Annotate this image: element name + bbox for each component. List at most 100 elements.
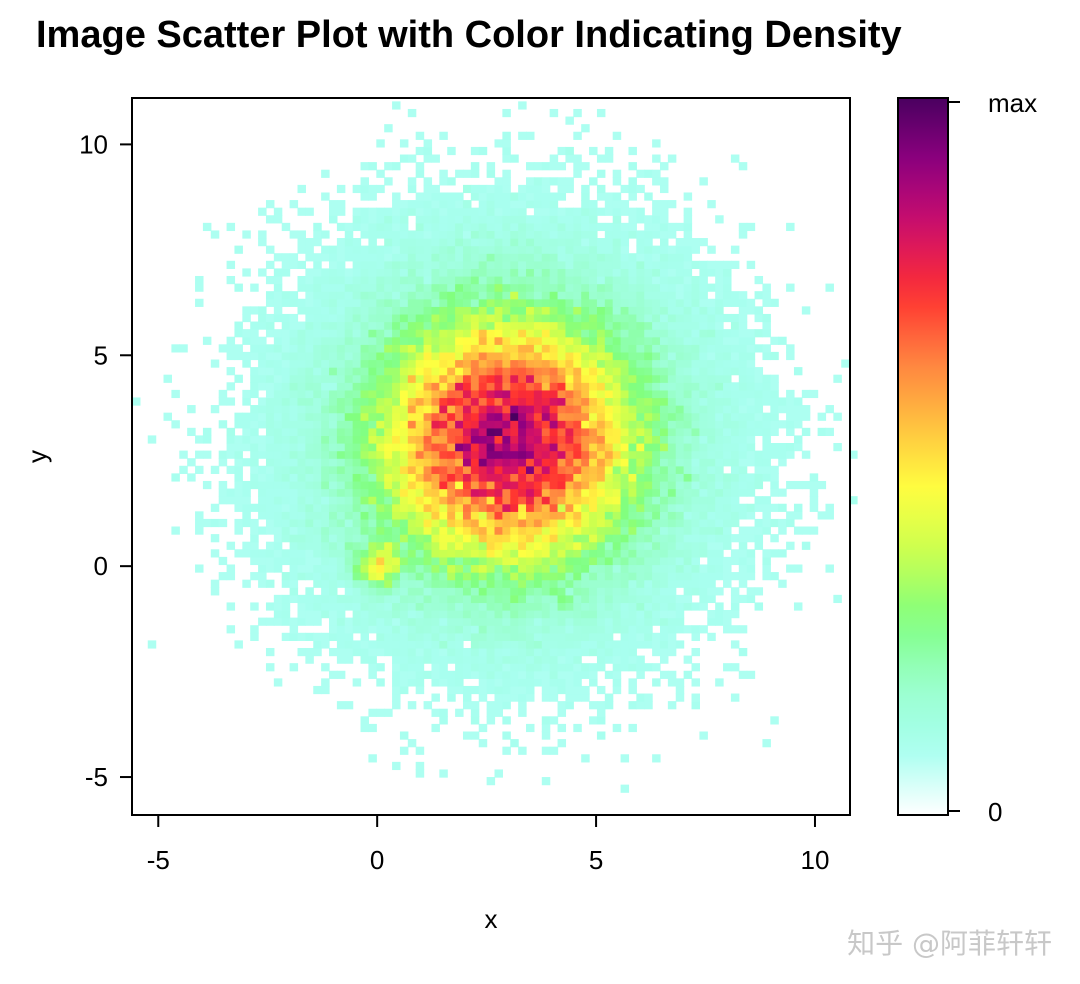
density-cell [234,503,243,512]
density-cell [360,268,370,277]
density-cell [258,359,267,368]
density-cell [329,313,338,323]
density-cell [533,260,543,269]
density-cell [699,298,708,307]
density-cell [573,610,582,619]
density-cell [368,602,377,611]
density-cell [518,480,527,490]
density-cell [691,693,700,702]
density-cell [336,564,346,573]
density-cell [431,549,440,558]
density-cell [502,397,511,406]
density-cell [557,503,567,512]
density-cell [352,556,362,566]
density-cell [667,488,677,497]
density-cell [612,192,622,201]
density-cell [305,458,314,467]
density-cell [407,594,417,604]
density-cell [470,473,480,482]
density-cell [730,397,740,406]
density-cell [415,215,425,224]
density-cell [462,503,472,512]
density-cell [533,268,543,277]
density-cell [431,443,440,452]
density-cell [549,450,559,459]
density-cell [486,291,496,300]
density-cell [541,344,551,353]
density-cell [226,541,236,550]
density-cell [478,344,488,353]
density-cell [431,412,440,421]
density-cell [210,587,220,596]
density-cell [628,685,637,695]
density-cell [628,283,637,292]
density-cell [368,283,377,292]
density-cell [494,526,503,535]
density-cell [478,215,488,224]
density-cell [423,518,433,528]
density-cell [305,594,314,604]
density-cell [786,564,795,573]
density-cell [518,215,527,224]
density-cell [352,496,362,505]
density-cell [502,238,511,247]
density-cell [581,534,590,543]
density-cell [407,617,417,626]
density-cell [305,480,314,490]
density-cell [738,397,748,406]
density-cell [518,427,527,437]
y-axis-title: y [22,450,52,463]
density-cell [399,579,409,588]
density-cell [407,260,417,269]
density-cell [589,253,598,262]
density-cell [502,298,511,307]
density-cell [581,587,590,596]
density-cell [171,420,180,429]
density-cell [384,465,393,474]
density-cell [226,336,236,345]
density-cell [770,298,779,307]
density-cell [431,154,440,163]
density-cell [533,207,543,216]
density-cell [636,313,645,323]
density-cell [368,245,377,254]
density-cell [470,564,480,573]
density-cell [738,329,748,338]
density-cell [494,465,503,474]
density-cell [360,359,370,368]
density-cell [313,647,322,657]
density-cell [565,518,574,528]
density-cell [581,670,590,679]
density-cell [281,632,291,641]
density-cell [510,405,519,414]
density-cell [604,511,614,520]
density-cell [305,602,314,611]
density-cell [581,511,590,520]
density-cell [730,625,740,634]
density-cell [368,162,377,171]
density-cell [447,693,456,702]
density-cell [494,344,503,353]
density-cell [360,503,370,512]
density-cell [344,374,354,383]
density-cell [305,435,314,444]
density-cell [581,222,590,232]
density-cell [573,291,582,300]
density-cell [439,549,448,558]
density-cell [541,655,551,664]
density-cell [384,313,393,323]
density-cell [659,412,669,421]
colorbar: max 0 [897,88,1037,827]
density-cell [423,473,433,482]
density-cell [762,443,771,452]
density-cell [502,625,511,634]
density-cell [486,685,496,695]
density-cell [612,572,622,581]
density-cell [541,670,551,679]
density-cell [462,450,472,459]
density-cell [415,245,425,254]
density-cell [652,458,661,467]
density-cell [273,556,283,566]
density-cell [628,678,637,687]
density-cell [447,503,456,512]
